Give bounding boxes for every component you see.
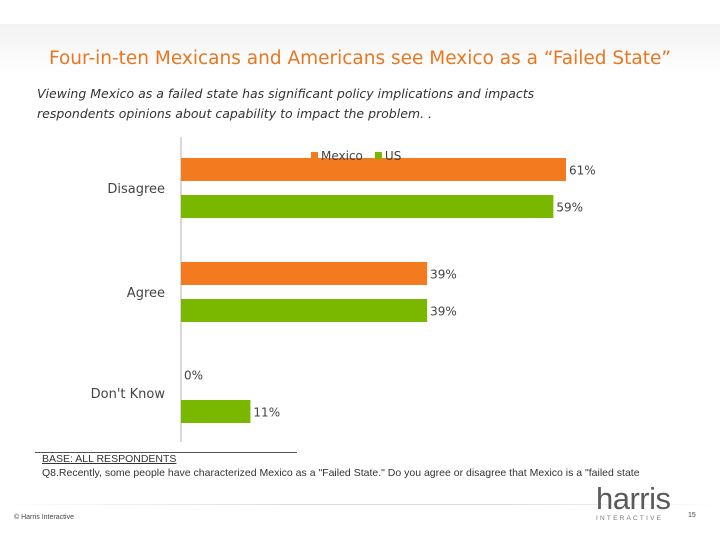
bar-mexico-agree (181, 262, 428, 285)
value-label-mexico-agree: 39% (430, 268, 457, 282)
category-label-agree: Agree (127, 286, 165, 301)
footer-divider (0, 504, 720, 505)
category-label-don-t-know: Don't Know (91, 387, 166, 402)
slide-subtitle: Viewing Mexico as a failed state has sig… (37, 86, 535, 121)
base-divider (35, 452, 297, 453)
bar-us-disagree (181, 195, 554, 218)
harris-logo: harris INTERACTIVE (596, 481, 671, 522)
page-number: 15 (688, 512, 696, 519)
category-label-disagree: Disagree (107, 182, 165, 197)
value-label-us-don-t-know: 11% (253, 406, 280, 420)
copyright: © Harris Interactive (14, 514, 75, 521)
bar-us-agree (181, 299, 428, 322)
slide-title: Four-in-ten Mexicans and Americans see M… (49, 48, 671, 69)
logo-subtext: INTERACTIVE (596, 515, 664, 522)
value-label-us-agree: 39% (430, 305, 457, 319)
legend-label-us: US (385, 149, 401, 163)
base-question: Q8.Recently, some people have characteri… (42, 467, 640, 479)
bar-mexico-disagree (181, 158, 566, 181)
value-label-mexico-disagree: 61% (569, 164, 596, 178)
logo-wordmark: harris (596, 481, 671, 516)
value-label-mexico-don-t-know: 0% (184, 369, 203, 383)
value-label-us-disagree: 59% (556, 201, 583, 215)
legend-label-mexico: Mexico (321, 149, 363, 163)
legend-swatch-mexico (311, 152, 318, 159)
legend-swatch-us (374, 152, 382, 159)
bar-us-don-t-know (181, 400, 251, 423)
title-background-band (0, 24, 720, 74)
base-title: BASE: ALL RESPONDENTS (42, 453, 177, 465)
